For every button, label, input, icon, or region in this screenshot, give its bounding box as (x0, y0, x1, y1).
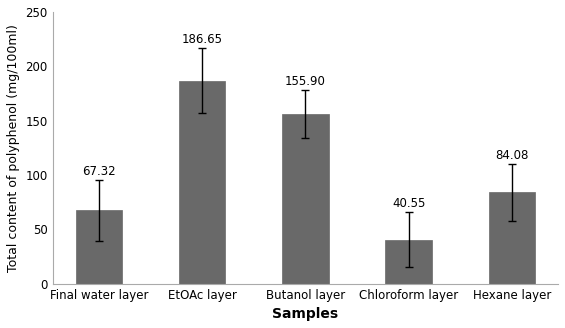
X-axis label: Samples: Samples (272, 307, 338, 321)
Text: 40.55: 40.55 (392, 197, 425, 210)
Text: 67.32: 67.32 (82, 165, 116, 178)
Bar (282, 114, 329, 284)
Y-axis label: Total content of polyphenol (mg/100ml): Total content of polyphenol (mg/100ml) (7, 24, 20, 272)
Text: 84.08: 84.08 (495, 149, 528, 162)
Bar (76, 211, 122, 284)
Text: 186.65: 186.65 (181, 33, 223, 46)
Bar (385, 239, 432, 284)
Bar (179, 81, 225, 284)
Bar (489, 192, 535, 284)
Text: 155.90: 155.90 (285, 75, 326, 88)
